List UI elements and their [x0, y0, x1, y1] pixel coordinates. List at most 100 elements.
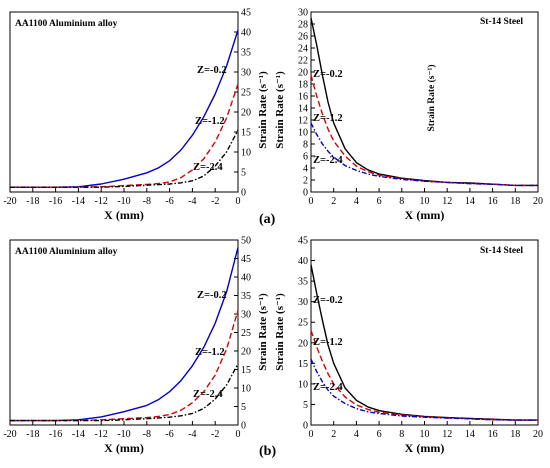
series-line-Z-0-2	[10, 247, 239, 422]
series-annotation: Z=-1.2	[195, 347, 225, 358]
x-tick-label: 12	[442, 196, 452, 207]
x-tick-label: 8	[399, 196, 404, 207]
y-tick-label: 12	[298, 116, 308, 127]
series-line-Z-0-2	[10, 29, 239, 188]
x-tick-label: 0	[236, 196, 241, 207]
x-tick-label: 20	[533, 196, 543, 207]
y-axis-label: Strain Rate (s⁻¹)	[274, 71, 286, 149]
y-tick-label: 5	[241, 402, 246, 413]
y-tick-label: 25	[298, 318, 308, 329]
x-tick-label: 0	[236, 429, 241, 440]
x-tick-label: -10	[117, 196, 130, 207]
y-tick-label: 15	[241, 128, 251, 139]
panel-label-a: (a)	[259, 212, 276, 227]
y-tick-label: 40	[241, 273, 251, 284]
x-tick-label: 2	[331, 196, 336, 207]
series-line-Z-2-4	[310, 122, 538, 187]
x-axis-label: X (mm)	[104, 208, 144, 222]
x-tick-label: -16	[49, 429, 62, 440]
y-tick-label: 4	[303, 164, 308, 175]
x-tick-label: -18	[26, 429, 39, 440]
x-tick-label: 8	[399, 429, 404, 440]
y-tick-label: 45	[241, 8, 251, 19]
y-tick-label: 40	[298, 256, 308, 267]
y-tick-label: 15	[241, 365, 251, 376]
y-tick-label: 10	[241, 384, 251, 395]
y-tick-label: 20	[298, 338, 308, 349]
y-tick-label: 10	[241, 148, 251, 159]
y-tick-label: 45	[241, 254, 251, 265]
y-axis-label: Strain Rate (s⁻¹)	[257, 71, 269, 149]
series-annotation: Z=-0.2	[313, 295, 343, 306]
series-annotation: Z=-2.4	[313, 382, 343, 393]
series-line-Z-2-4	[10, 129, 239, 188]
x-tick-label: 2	[331, 429, 336, 440]
y-tick-label: 45	[298, 236, 308, 247]
y-tick-label: 40	[241, 28, 251, 39]
inner-axis-label: Strain Rate (s⁻¹)	[426, 65, 437, 132]
y-tick-label: 35	[298, 277, 308, 288]
series-annotation: Z=-1.2	[313, 337, 343, 348]
x-tick-label: 14	[465, 429, 475, 440]
x-axis-label: X (mm)	[405, 208, 445, 222]
x-tick-label: -4	[188, 196, 196, 207]
y-tick-label: 20	[241, 108, 251, 119]
panel-label-b: (b)	[259, 444, 276, 459]
x-tick-label: -16	[49, 196, 62, 207]
y-tick-label: 25	[241, 88, 251, 99]
x-tick-label: 10	[420, 429, 430, 440]
series-line-Z-0-2	[310, 17, 538, 187]
x-tick-label: 18	[510, 196, 520, 207]
y-tick-label: 50	[241, 236, 251, 247]
x-tick-label: -12	[95, 429, 108, 440]
y-tick-label: 15	[298, 359, 308, 370]
y-tick-label: 25	[241, 328, 251, 339]
y-tick-label: 28	[298, 20, 308, 31]
x-axis-label: X (mm)	[104, 441, 144, 455]
series-annotation: Z=-2.4	[313, 155, 343, 166]
series-line-Z-0-2	[310, 264, 538, 421]
chart-title: AA1100 Aluminium alloy	[15, 247, 118, 257]
chart-b_right: 0 2 4 6 8 10 12 14 16 18 20 0 5 10 15 20 25 30 35 40 45 X (mm…	[274, 236, 543, 456]
x-tick-label: 10	[420, 196, 430, 207]
y-tick-label: 35	[241, 291, 251, 302]
x-tick-label: 6	[377, 196, 382, 207]
x-tick-label: -6	[165, 196, 173, 207]
y-tick-label: 18	[298, 80, 308, 91]
x-tick-label: 14	[465, 196, 475, 207]
x-tick-label: -20	[3, 196, 16, 207]
y-axis-label: Strain Rate (s⁻¹)	[257, 293, 269, 371]
series-line-Z-2-4	[10, 363, 239, 422]
y-tick-label: 0	[241, 188, 246, 199]
y-tick-label: 30	[298, 297, 308, 308]
x-tick-label: -4	[188, 429, 196, 440]
chart-a_right: 0 2 4 6 8 10 12 14 16 18 2002468101214161820222426…	[274, 8, 543, 223]
x-tick-label: -8	[143, 196, 151, 207]
series-annotation: Z=-0.2	[197, 290, 227, 301]
chart-title: St-14 Steel	[480, 246, 523, 256]
x-tick-label: 0	[309, 196, 314, 207]
y-tick-label: 5	[241, 168, 246, 179]
series-annotation: Z=-2.4	[193, 389, 223, 400]
y-axis-label: Strain Rate (s⁻¹)	[274, 293, 286, 371]
x-tick-label: 16	[488, 196, 498, 207]
series-annotation: Z=-1.2	[313, 113, 343, 124]
x-tick-label: -6	[165, 429, 173, 440]
chart-title: St-14 Steel	[480, 17, 523, 27]
chart-a_left: -20 -18 -16 -14 -12 -10 -8 -6 -4 -2 00510152025303…	[3, 8, 269, 223]
x-tick-label: -8	[143, 429, 151, 440]
x-tick-label: -14	[72, 196, 85, 207]
series-annotation: Z=-0.2	[313, 69, 343, 80]
x-axis-label: X (mm)	[405, 441, 445, 455]
x-tick-label: -18	[26, 196, 39, 207]
x-tick-label: -2	[211, 429, 219, 440]
x-tick-label: 20	[533, 429, 543, 440]
y-tick-label: 8	[303, 140, 308, 151]
y-tick-label: 24	[298, 44, 308, 55]
series-line-Z-1-2	[310, 74, 538, 187]
chart-b_left: -20 -18 -16 -14 -12 -10 -8 -6 -4 -2 00510152025303…	[3, 236, 269, 456]
y-tick-label: 30	[298, 8, 308, 19]
series-line-Z-1-2	[10, 310, 239, 422]
series-annotation: Z=-2.4	[193, 162, 223, 173]
